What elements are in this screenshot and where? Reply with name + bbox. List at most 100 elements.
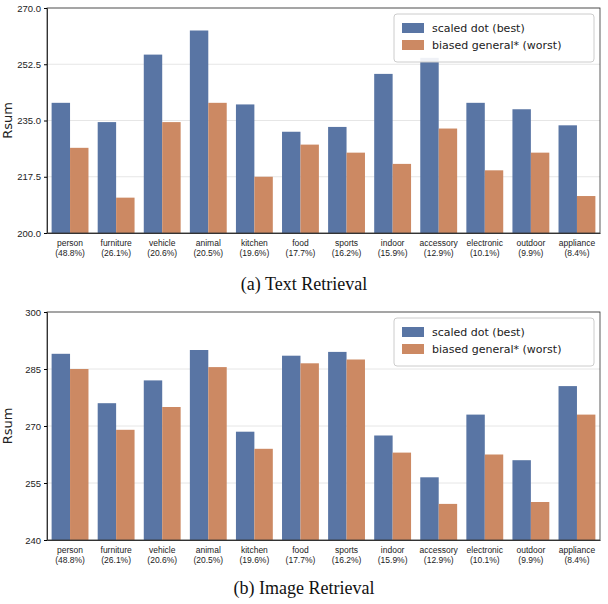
chart: 240255270285300Rsumperson(48.8%)furnitur…: [0, 307, 601, 599]
tick-label: accessory(12.9%): [420, 545, 459, 565]
tick-label: 270: [25, 421, 41, 432]
tick-label: kitchen(19.6%): [239, 238, 269, 258]
tick-label: 200.0: [17, 228, 41, 239]
tick: outdoor(9.9%): [516, 540, 545, 565]
bar: [116, 198, 134, 233]
bar: [300, 363, 318, 540]
tick: accessory(12.9%): [420, 233, 459, 258]
grid: [47, 8, 600, 233]
bar: [420, 477, 438, 540]
bar: [328, 127, 346, 233]
tick-label: indoor(15.9%): [378, 238, 408, 258]
tick: animal(20.5%): [193, 540, 223, 565]
bar: [577, 196, 595, 233]
tick: appliance(8.4%): [559, 540, 596, 565]
bars: [52, 350, 596, 540]
grid: [47, 312, 600, 540]
tick: person(48.8%): [55, 540, 85, 565]
axis-line: [44, 313, 48, 541]
tick: 255: [25, 478, 47, 489]
legend-label: biased general* (worst): [432, 39, 561, 52]
tick: food(17.7%): [286, 233, 316, 258]
bar: [559, 125, 577, 233]
axis-line: [44, 9, 48, 234]
tick: vehicle(20.6%): [147, 540, 177, 565]
tick: furniture(26.1%): [101, 233, 132, 258]
tick: 270.0: [17, 3, 47, 14]
tick: appliance(8.4%): [559, 233, 596, 258]
bar: [485, 455, 503, 541]
bar: [347, 153, 365, 233]
bar: [439, 129, 457, 233]
tick-label: 270.0: [17, 3, 41, 14]
tick-label: vehicle(20.6%): [147, 238, 177, 258]
tick-label: food(17.7%): [286, 545, 316, 565]
tick: 270: [25, 421, 47, 432]
bar: [98, 403, 116, 540]
legend: scaled dot (best)biased general* (worst): [394, 318, 594, 366]
tick-mark: [44, 540, 47, 541]
bar: [162, 122, 180, 233]
legend-frame: [394, 14, 594, 62]
x-axis: person(48.8%) furniture(26.1%) vehicle(20.…: [48, 540, 601, 565]
legend: scaled dot (best) biased general* (worst): [394, 14, 594, 62]
bar: [393, 453, 411, 540]
legend-swatch: [402, 40, 424, 50]
tick: food(17.7%): [286, 540, 316, 565]
bar: [300, 145, 318, 233]
tick-mark: [44, 369, 47, 370]
tick-label: 252.5: [17, 59, 41, 70]
legend-swatch: [402, 327, 424, 337]
tick: person(48.8%): [55, 233, 85, 258]
tick-label: furniture(26.1%): [101, 545, 132, 565]
grid-line: [47, 64, 600, 65]
caption: (b) Image Retrieval: [234, 578, 375, 599]
bar: [347, 360, 365, 541]
bar: [162, 407, 180, 540]
bar: [254, 449, 272, 540]
tick-label: animal(20.5%): [193, 238, 223, 258]
tick: 235.0: [17, 115, 47, 126]
caption: (a) Text Retrieval: [241, 274, 367, 295]
tick-label: appliance(8.4%): [559, 238, 596, 258]
tick: 240: [25, 535, 47, 546]
tick: outdoor(9.9%): [516, 233, 545, 258]
tick-label: kitchen(19.6%): [239, 545, 269, 565]
bar: [485, 170, 503, 233]
bar: [144, 380, 162, 540]
legend-swatch: [402, 344, 424, 354]
tick-label: electronic(10.1%): [467, 238, 504, 258]
tick-label: 217.5: [17, 171, 41, 182]
bar: [328, 352, 346, 540]
plot-frame: [47, 312, 600, 540]
x-axis: person(48.8%) furniture(26.1%) vehicle(20.…: [48, 233, 601, 258]
tick-label: 255: [25, 478, 41, 489]
bar: [531, 502, 549, 540]
legend-frame: [394, 318, 594, 366]
bar: [512, 109, 530, 233]
tick: electronic(10.1%): [467, 540, 504, 565]
axis-title: Rsum: [0, 408, 15, 445]
tick-mark: [44, 312, 47, 313]
tick-label: 285: [25, 364, 41, 375]
bar: [559, 386, 577, 540]
bar: [190, 350, 208, 540]
tick-label: furniture(26.1%): [101, 238, 132, 258]
tick: accessory(12.9%): [420, 540, 459, 565]
tick: 217.5: [17, 171, 47, 182]
bar: [420, 58, 438, 233]
tick: kitchen(19.6%): [239, 540, 269, 565]
legend-item: scaled dot (best): [402, 326, 525, 339]
legend-label: scaled dot (best): [432, 22, 525, 35]
bar: [236, 104, 254, 233]
grid-line: [47, 369, 600, 370]
tick-mark: [44, 121, 47, 122]
y-axis: 240255270285300: [25, 307, 47, 546]
bar: [116, 430, 134, 540]
tick: vehicle(20.6%): [147, 233, 177, 258]
tick-label: sports(16.2%): [332, 545, 362, 565]
tick-label: accessory(12.9%): [420, 238, 459, 258]
legend-label: scaled dot (best): [432, 326, 525, 339]
bar: [208, 103, 226, 233]
chart: 200.0217.5235.0252.5270.0Rsumperson(48.8…: [0, 3, 601, 295]
